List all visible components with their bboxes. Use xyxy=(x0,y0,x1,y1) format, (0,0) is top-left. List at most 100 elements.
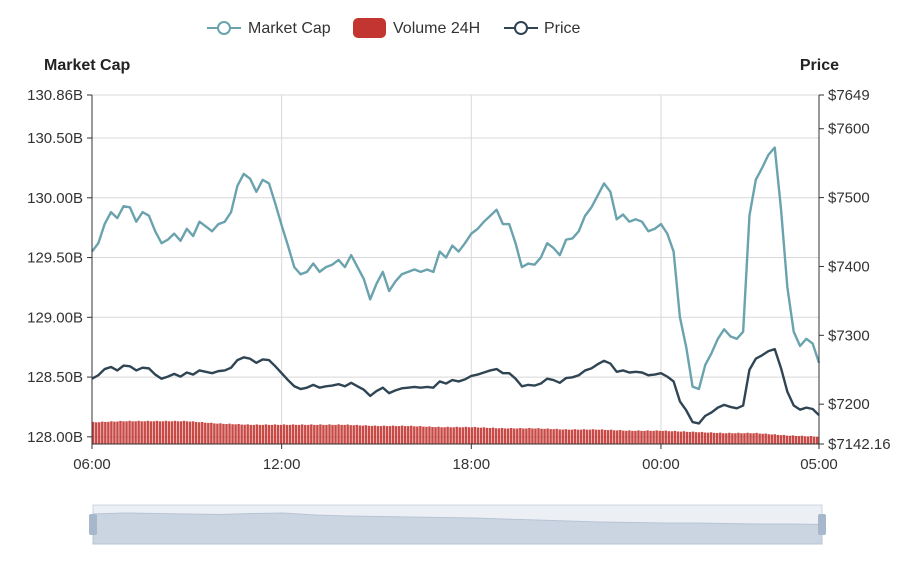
volume-bar xyxy=(503,428,507,444)
volume-bar xyxy=(755,432,758,444)
volume-bar xyxy=(282,424,286,444)
volume-bar xyxy=(791,435,795,444)
volume-bar xyxy=(728,432,731,444)
volume-bar xyxy=(285,424,289,444)
volume-bar xyxy=(258,424,262,444)
volume-bar xyxy=(131,421,134,444)
volume-bar xyxy=(773,434,776,444)
axes xyxy=(87,94,824,449)
left-axis-tick-label: 129.00B xyxy=(27,309,83,326)
volume-bar xyxy=(794,435,798,444)
volume-bar xyxy=(734,433,737,444)
volume-bar xyxy=(664,430,667,444)
volume-bar xyxy=(343,424,346,444)
volume-bar xyxy=(712,432,716,444)
volume-bar xyxy=(625,430,628,444)
volume-bar xyxy=(291,424,295,444)
legend-item-market-cap[interactable]: Market Cap xyxy=(207,20,331,37)
volume-bar xyxy=(422,426,425,444)
volume-bar xyxy=(619,430,622,444)
volume-bar xyxy=(770,434,773,444)
volume-bar xyxy=(546,428,549,444)
volume-bar xyxy=(473,426,477,444)
volume-bar xyxy=(622,430,625,444)
volume-bar xyxy=(346,424,349,444)
volume-bar xyxy=(167,421,171,444)
volume-bar xyxy=(370,425,374,444)
volume-bar xyxy=(573,429,577,444)
legend-item-volume[interactable]: Volume 24H xyxy=(353,18,480,38)
volume-bar xyxy=(613,430,616,444)
legend-price-label: Price xyxy=(544,20,581,37)
volume-bar xyxy=(107,421,110,444)
zoom-handle-right-grip-icon[interactable] xyxy=(818,514,826,535)
volume-bar xyxy=(603,429,607,444)
volume-bar xyxy=(531,428,534,444)
volume-bar xyxy=(364,425,368,444)
volume-bar xyxy=(561,429,564,444)
volume-bar xyxy=(270,424,274,444)
volume-bar xyxy=(188,421,192,444)
volume-bar xyxy=(255,424,259,444)
volume-bar xyxy=(740,433,743,444)
volume-bar xyxy=(606,430,610,444)
right-axis-tick-label: $7649 xyxy=(828,87,870,104)
legend-volume-rect-icon xyxy=(353,18,386,38)
zoom-handle-left[interactable] xyxy=(89,514,97,535)
price-line xyxy=(91,347,820,425)
zoom-selected-window[interactable] xyxy=(93,505,822,544)
volume-bar xyxy=(706,432,710,444)
legend[interactable]: Market Cap Volume 24H Price xyxy=(207,18,581,38)
volume-bar xyxy=(325,424,328,444)
volume-bar xyxy=(752,433,755,444)
volume-bar xyxy=(716,432,719,444)
volume-bar xyxy=(113,421,116,444)
right-axis-tick-label: $7300 xyxy=(828,327,870,344)
volume-bar xyxy=(173,420,177,444)
volume-bar xyxy=(119,420,122,444)
volume-bar xyxy=(297,424,301,444)
volume-bar xyxy=(694,432,698,444)
volume-bar xyxy=(382,425,386,444)
volume-bar xyxy=(273,424,277,444)
volume-bar xyxy=(519,427,522,444)
zoom-handle-right[interactable] xyxy=(818,514,826,535)
volume-bar xyxy=(722,433,725,444)
volume-bar xyxy=(746,432,749,444)
x-axis-tick-label: 06:00 xyxy=(73,456,111,473)
volume-bar xyxy=(316,424,319,444)
zoom-preview-area xyxy=(92,512,823,545)
volume-bar xyxy=(288,424,292,444)
volume-bar xyxy=(228,423,231,444)
volume-bar xyxy=(719,432,722,444)
volume-bar xyxy=(476,427,480,444)
volume-bar xyxy=(537,428,540,444)
volume-bar xyxy=(264,424,268,444)
legend-market-cap-circle-icon xyxy=(217,21,231,35)
volume-bar xyxy=(628,430,631,444)
zoom-handle-left-grip-icon[interactable] xyxy=(89,514,97,535)
volume-bar xyxy=(385,426,389,444)
volume-bar xyxy=(128,420,131,444)
right-axis-name: Price xyxy=(800,57,839,74)
volume-bar xyxy=(431,427,434,444)
volume-bar xyxy=(552,429,555,444)
volume-bar xyxy=(191,421,195,444)
volume-bar xyxy=(334,424,337,444)
volume-bar xyxy=(125,421,128,444)
volume-bar xyxy=(703,432,707,444)
volume-bar xyxy=(161,421,165,444)
volume-bar xyxy=(388,426,392,444)
volume-bar xyxy=(455,426,458,444)
volume-bar xyxy=(437,426,440,444)
volume-bar xyxy=(407,426,410,444)
data-zoom-slider[interactable] xyxy=(89,504,826,545)
volume-bar xyxy=(158,421,162,444)
volume-bar xyxy=(170,421,174,444)
volume-bar xyxy=(355,424,358,444)
volume-bar xyxy=(379,426,383,444)
volume-bar xyxy=(446,426,449,444)
volume-bar xyxy=(594,429,598,444)
x-axis-tick-label: 18:00 xyxy=(453,456,491,473)
legend-item-price[interactable]: Price xyxy=(504,20,581,37)
